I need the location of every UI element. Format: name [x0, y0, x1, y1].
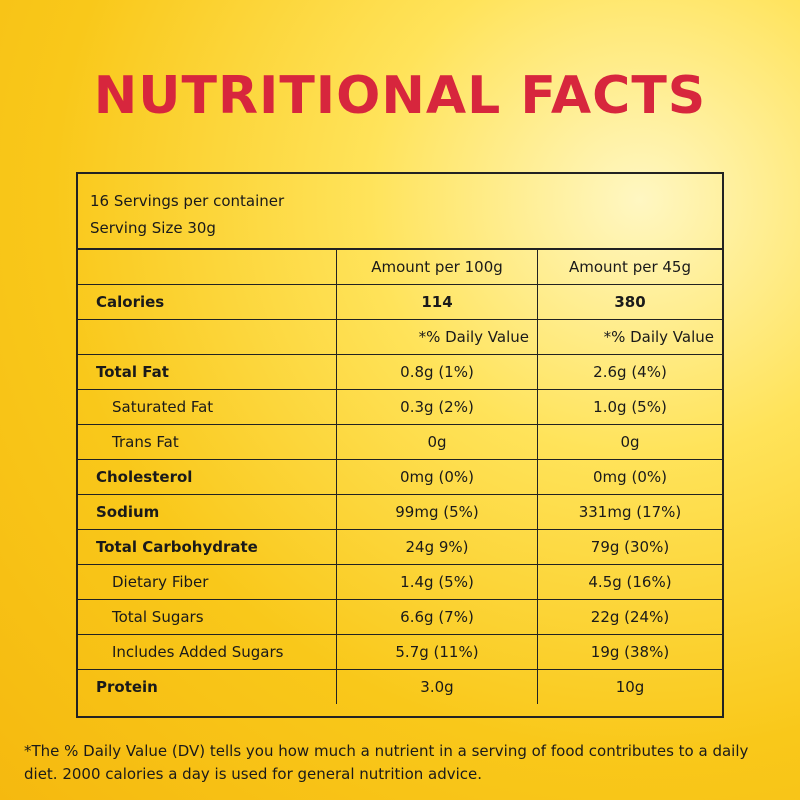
nutrient-value-45g: 2.6g (4%) [537, 354, 722, 390]
nutrient-value-100g: 3.0g [336, 669, 538, 704]
nutrient-value-45g: 19g (38%) [537, 634, 722, 670]
nutrient-value-100g: 99mg (5%) [336, 494, 538, 530]
table-row: Trans Fat 0g 0g [78, 424, 722, 460]
calories-col-100g: 114 [336, 284, 538, 320]
nutrient-value-100g: 1.4g (5%) [336, 564, 538, 600]
daily-value-col-100g: *% Daily Value [336, 319, 538, 355]
table-row: Saturated Fat 0.3g (2%) 1.0g (5%) [78, 389, 722, 425]
header-col-100g: Amount per 100g [336, 250, 538, 285]
nutrient-label: Dietary Fiber [78, 564, 337, 600]
nutrient-value-100g: 0g [336, 424, 538, 460]
nutrient-label: Total Sugars [78, 599, 337, 635]
nutrient-value-45g: 10g [537, 669, 722, 704]
table-row: Total Fat 0.8g (1%) 2.6g (4%) [78, 354, 722, 390]
daily-value-empty-cell [78, 319, 337, 355]
nutrient-value-45g: 1.0g (5%) [537, 389, 722, 425]
nutrition-table-panel: 16 Servings per container Serving Size 3… [76, 172, 724, 718]
header-col-45g: Amount per 45g [537, 250, 722, 285]
daily-value-footnote: *The % Daily Value (DV) tells you how mu… [24, 742, 749, 783]
table-row: Protein 3.0g 10g [78, 669, 722, 704]
nutrient-label: Saturated Fat [78, 389, 337, 425]
nutrient-label: Total Fat [78, 354, 337, 390]
daily-value-col-45g: *% Daily Value [537, 319, 722, 355]
nutrient-value-45g: 22g (24%) [537, 599, 722, 635]
nutrient-label: Cholesterol [78, 459, 337, 495]
nutrient-value-45g: 4.5g (16%) [537, 564, 722, 600]
nutrient-value-45g: 331mg (17%) [537, 494, 722, 530]
table-row: Sodium 99mg (5%) 331mg (17%) [78, 494, 722, 530]
table-row: Dietary Fiber 1.4g (5%) 4.5g (16%) [78, 564, 722, 600]
nutrient-value-100g: 24g 9%) [336, 529, 538, 565]
nutrient-value-45g: 0mg (0%) [537, 459, 722, 495]
nutrient-label: Total Carbohydrate [78, 529, 337, 565]
serving-size: Serving Size 30g [90, 219, 216, 237]
nutrient-value-100g: 5.7g (11%) [336, 634, 538, 670]
table-row: Total Sugars 6.6g (7%) 22g (24%) [78, 599, 722, 635]
table-row: Cholesterol 0mg (0%) 0mg (0%) [78, 459, 722, 495]
header-empty-cell [78, 250, 337, 285]
nutrient-value-45g: 79g (30%) [537, 529, 722, 565]
nutrient-label: Trans Fat [78, 424, 337, 460]
daily-value-row: *% Daily Value *% Daily Value [78, 319, 722, 355]
calories-label: Calories [78, 284, 337, 320]
table-row: Total Carbohydrate 24g 9%) 79g (30%) [78, 529, 722, 565]
nutrition-table: Amount per 100g Amount per 45g Calories … [78, 250, 722, 704]
table-row: Includes Added Sugars 5.7g (11%) 19g (38… [78, 634, 722, 670]
calories-col-45g: 380 [537, 284, 722, 320]
nutrient-value-100g: 6.6g (7%) [336, 599, 538, 635]
servings-per-container: 16 Servings per container [90, 192, 285, 210]
nutrient-label: Sodium [78, 494, 337, 530]
page-title: NUTRITIONAL FACTS [93, 66, 707, 126]
nutrient-value-100g: 0.8g (1%) [336, 354, 538, 390]
calories-row: Calories 114 380 [78, 284, 722, 320]
serving-info: 16 Servings per container Serving Size 3… [78, 174, 722, 250]
nutrient-label: Protein [78, 669, 337, 704]
header-row: Amount per 100g Amount per 45g [78, 250, 722, 285]
nutrient-value-100g: 0mg (0%) [336, 459, 538, 495]
nutrient-value-45g: 0g [537, 424, 722, 460]
nutrient-value-100g: 0.3g (2%) [336, 389, 538, 425]
nutrient-label: Includes Added Sugars [78, 634, 337, 670]
